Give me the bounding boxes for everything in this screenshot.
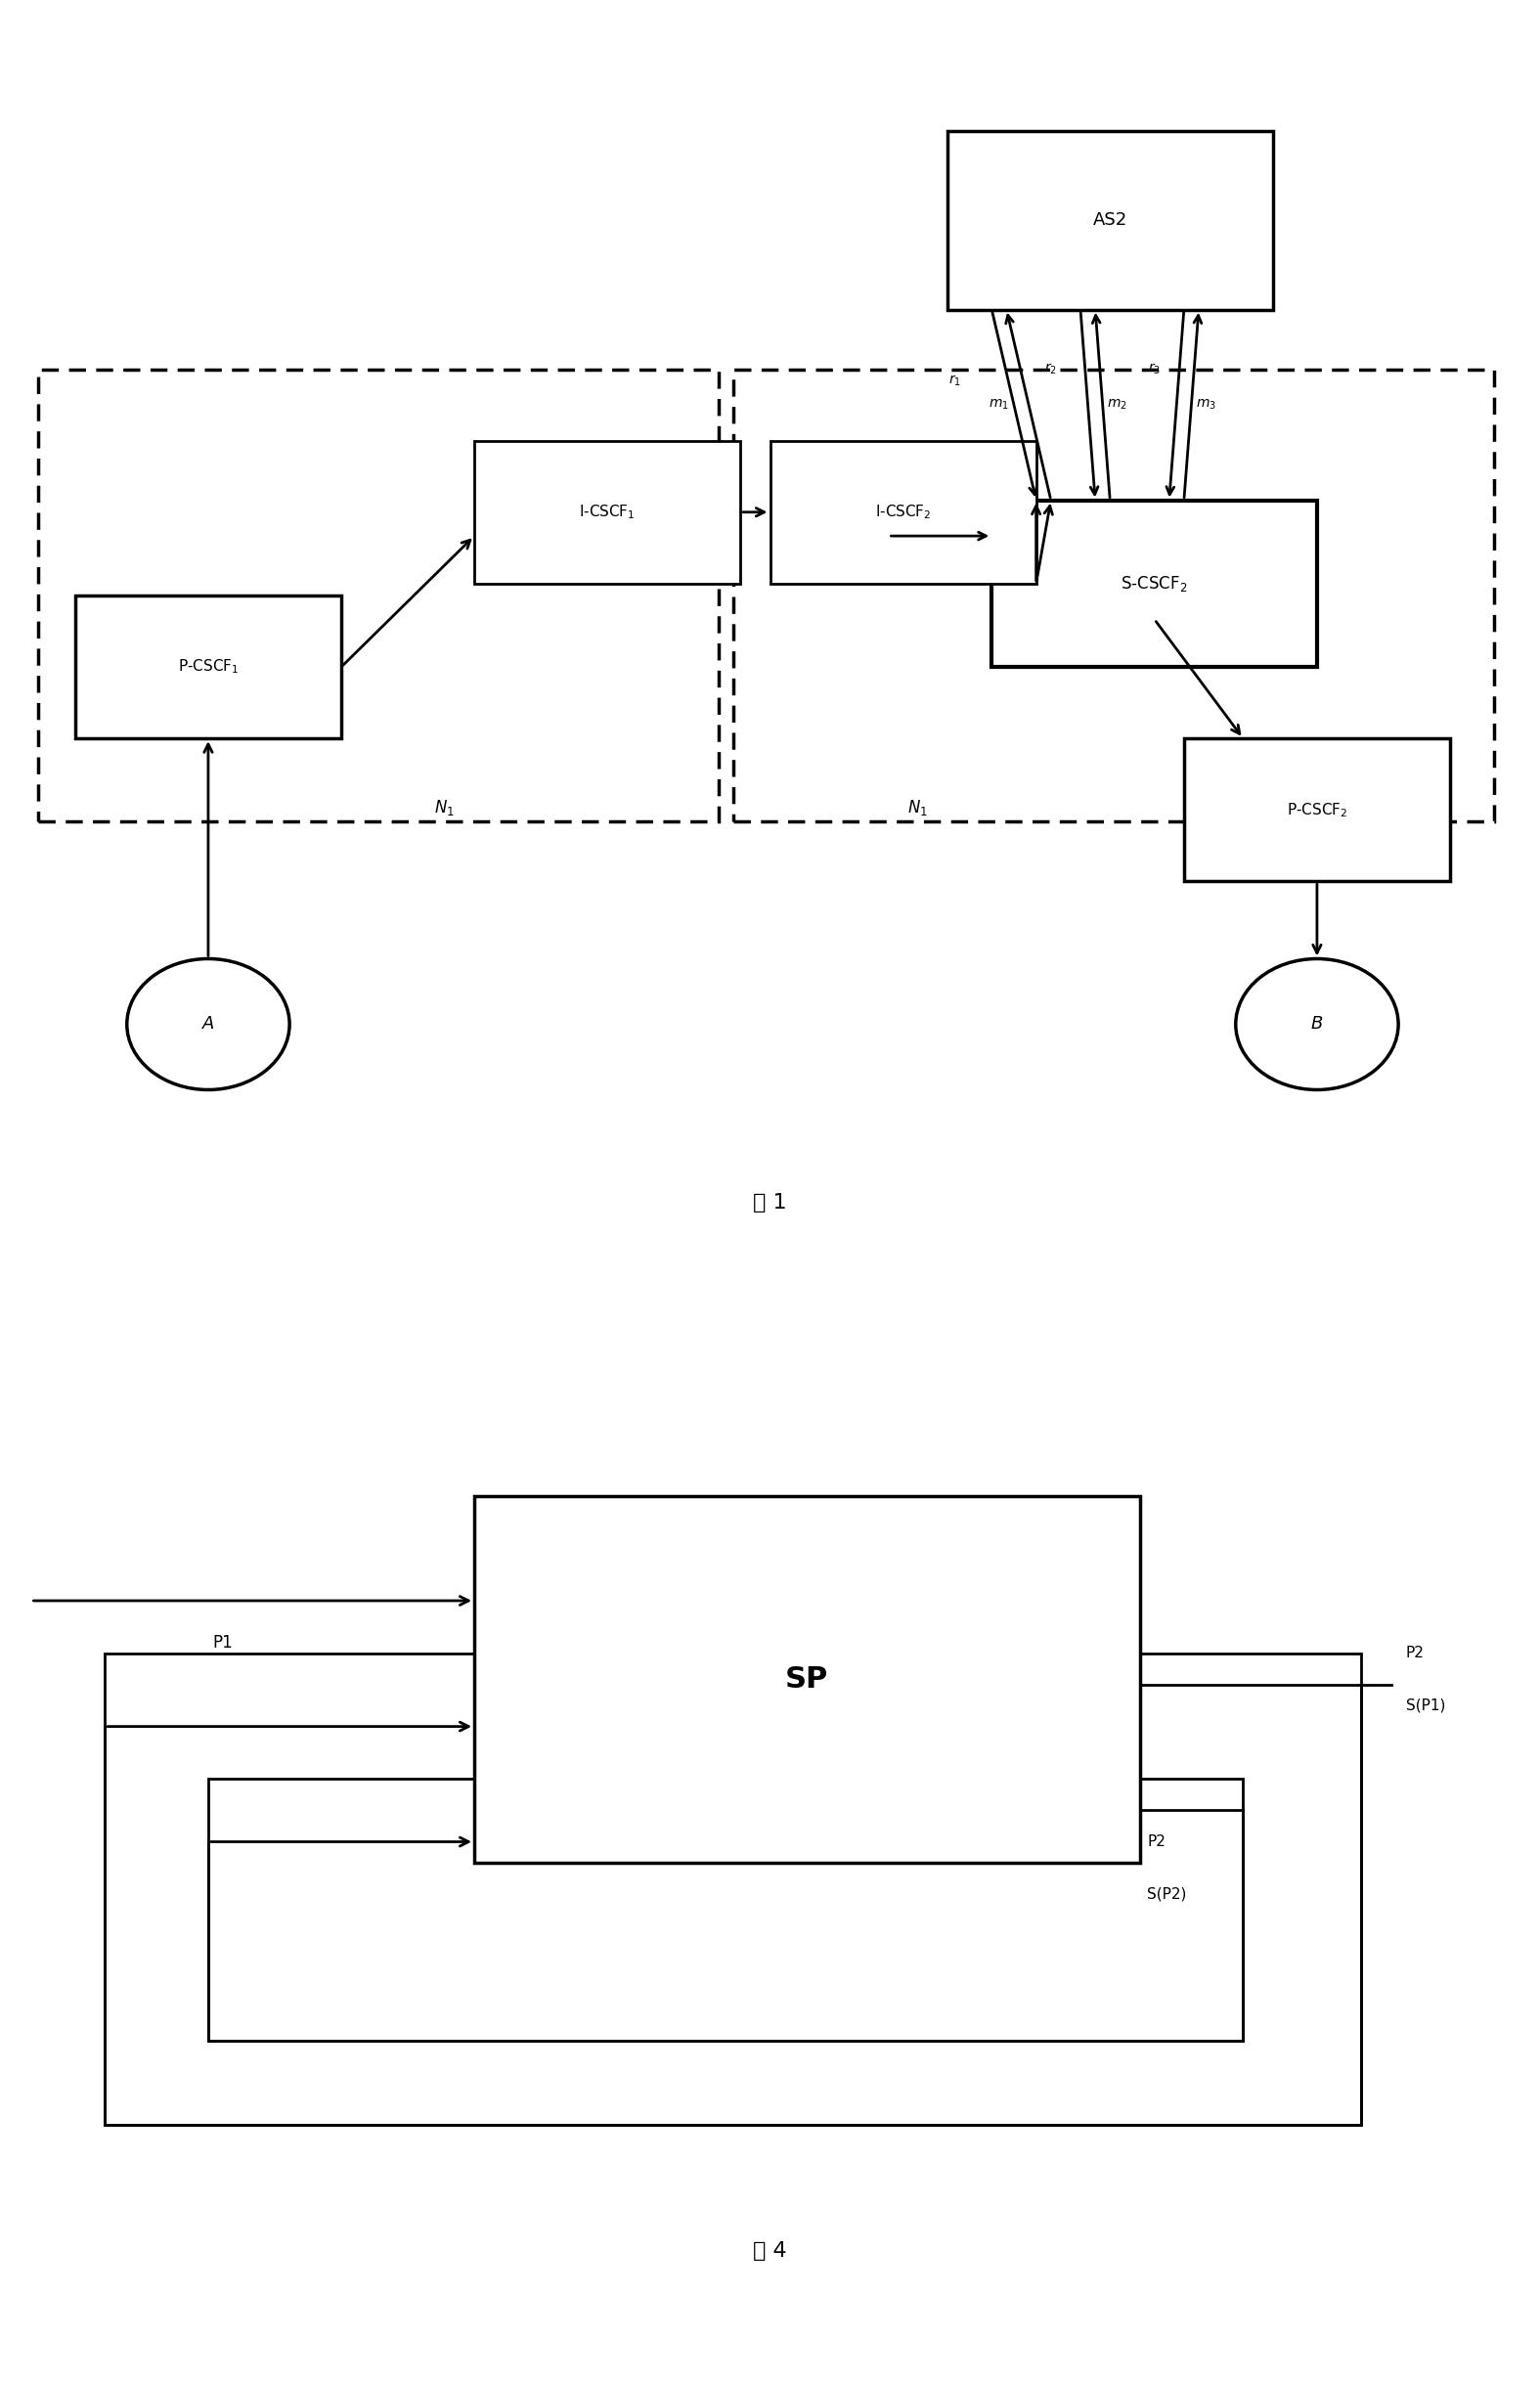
Bar xyxy=(947,131,1272,310)
Bar xyxy=(733,369,1494,822)
Text: S-CSCF$_2$: S-CSCF$_2$ xyxy=(1121,574,1187,593)
Text: S(P2): S(P2) xyxy=(1147,1887,1186,1901)
Text: P-CSCF$_1$: P-CSCF$_1$ xyxy=(177,657,239,676)
Text: SP: SP xyxy=(785,1665,829,1694)
Bar xyxy=(474,1496,1140,1863)
Text: P2: P2 xyxy=(1406,1646,1425,1660)
Text: 图 4: 图 4 xyxy=(753,2241,787,2261)
Bar xyxy=(474,441,741,584)
Text: A: A xyxy=(202,1015,214,1034)
Text: $r_2$: $r_2$ xyxy=(1044,362,1058,376)
Bar xyxy=(1184,738,1451,881)
Text: $N_1$: $N_1$ xyxy=(907,798,929,817)
Text: $r_3$: $r_3$ xyxy=(1147,362,1161,376)
Text: $m_2$: $m_2$ xyxy=(1107,398,1127,412)
Text: P-CSCF$_2$: P-CSCF$_2$ xyxy=(1286,800,1348,819)
Text: I-CSCF$_2$: I-CSCF$_2$ xyxy=(875,503,932,522)
Text: B: B xyxy=(1311,1015,1323,1034)
Bar xyxy=(992,500,1317,667)
Bar xyxy=(105,1653,1361,2125)
Text: I-CSCF$_1$: I-CSCF$_1$ xyxy=(579,503,636,522)
Text: $m_3$: $m_3$ xyxy=(1197,398,1217,412)
Bar xyxy=(75,596,342,738)
Bar xyxy=(38,369,718,822)
Text: AS2: AS2 xyxy=(1093,212,1127,229)
Text: $r_1$: $r_1$ xyxy=(949,374,961,388)
Text: S(P1): S(P1) xyxy=(1406,1698,1445,1713)
Text: $N_1$: $N_1$ xyxy=(434,798,454,817)
Text: P2: P2 xyxy=(1147,1834,1166,1848)
Text: 图 1: 图 1 xyxy=(753,1193,787,1212)
Bar xyxy=(770,441,1036,584)
Bar xyxy=(208,1779,1243,2041)
Text: P1: P1 xyxy=(213,1634,233,1651)
Text: $m_1$: $m_1$ xyxy=(989,398,1009,412)
